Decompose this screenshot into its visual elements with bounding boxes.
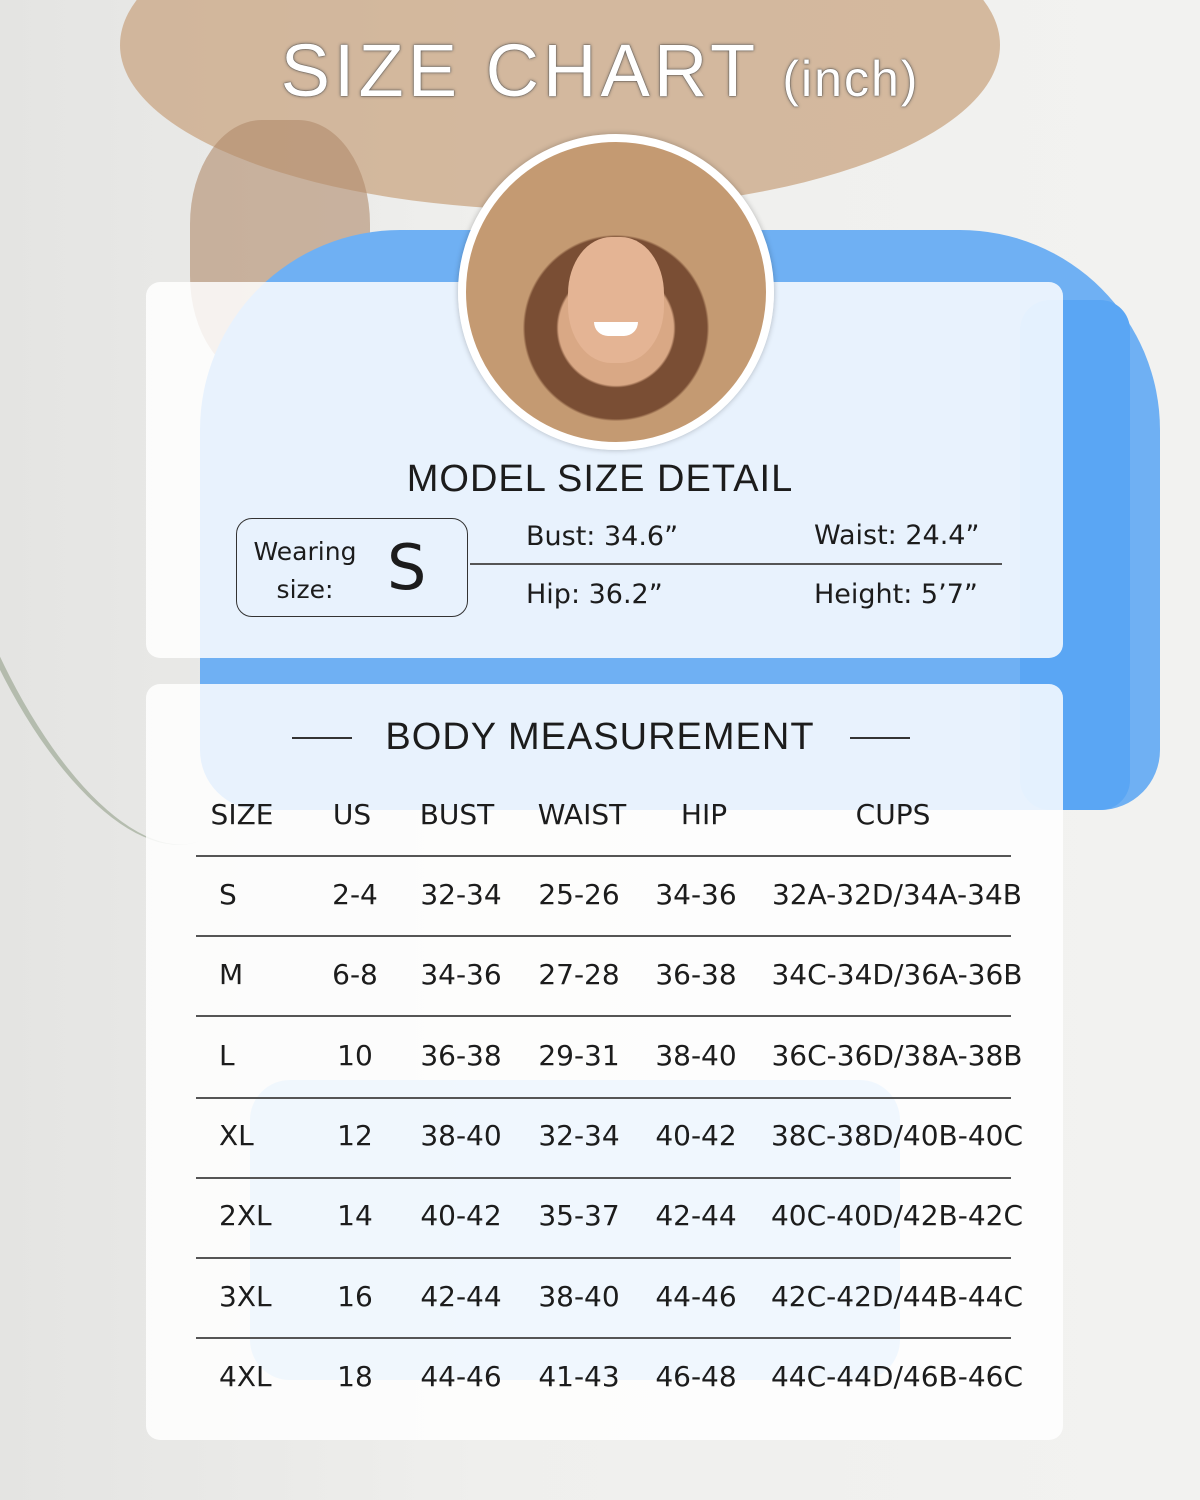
cell-us: 14 — [337, 1199, 373, 1233]
cell-hip: 34-36 — [655, 878, 737, 911]
row-divider — [196, 1097, 1011, 1099]
cell-waist: 25-26 — [538, 878, 620, 911]
cell-bust: 36-38 — [420, 1038, 502, 1072]
column-header-bust: BUST — [419, 798, 495, 831]
cell-hip: 44-46 — [655, 1279, 737, 1313]
cell-us: 12 — [337, 1118, 373, 1152]
cell-us: 16 — [337, 1279, 373, 1313]
cell-waist: 32-34 — [538, 1118, 620, 1152]
column-header-hip: HIP — [680, 798, 728, 831]
cell-size: XL — [219, 1118, 254, 1152]
cell-size: M — [219, 958, 244, 992]
row-divider — [196, 855, 1011, 857]
divider — [470, 563, 1002, 565]
column-header-waist: WAIST — [537, 798, 627, 831]
column-header-size: SIZE — [210, 798, 274, 831]
cell-us: 6-8 — [332, 958, 378, 992]
cell-size: L — [219, 1038, 235, 1072]
cell-cups: 44C-44D/46B-46C — [770, 1359, 1024, 1393]
cell-waist: 35-37 — [538, 1199, 620, 1233]
body-measurement-panel — [146, 684, 1063, 1440]
cell-bust: 32-34 — [420, 878, 502, 911]
row-divider — [196, 935, 1011, 937]
column-header-cups: CUPS — [855, 798, 931, 831]
cell-hip: 40-42 — [655, 1118, 737, 1152]
cell-size: 3XL — [219, 1279, 272, 1313]
heading-dash-right — [850, 737, 910, 739]
cell-us: 2-4 — [332, 878, 378, 911]
cell-bust: 40-42 — [420, 1199, 502, 1233]
cell-hip: 38-40 — [655, 1038, 737, 1072]
cell-waist: 41-43 — [538, 1359, 620, 1393]
model-hip: Hip: 36.2” — [526, 579, 663, 610]
cell-cups: 38C-38D/40B-40C — [770, 1118, 1024, 1152]
smile-illustration — [594, 322, 638, 336]
body-measurement-heading: BODY MEASUREMENT — [385, 716, 815, 758]
cell-cups: 34C-34D/36A-36B — [771, 958, 1023, 992]
cell-cups: 32A-32D/34A-34B — [771, 878, 1023, 911]
wearing-size-box: Wearing size: S — [236, 518, 468, 617]
row-divider — [196, 1177, 1011, 1179]
model-avatar — [458, 134, 774, 450]
cell-hip: 36-38 — [655, 958, 737, 992]
row-divider — [196, 1257, 1011, 1259]
wearing-size-value: S — [387, 531, 427, 604]
cell-cups: 42C-42D/44B-44C — [770, 1279, 1024, 1313]
cell-size: 2XL — [219, 1199, 272, 1233]
cell-bust: 38-40 — [420, 1118, 502, 1152]
title-unit: (inch) — [782, 51, 920, 107]
cell-us: 10 — [337, 1038, 373, 1072]
cell-cups: 36C-36D/38A-38B — [771, 1038, 1023, 1072]
cell-bust: 44-46 — [420, 1359, 502, 1393]
page-title: SIZE CHART (inch) — [0, 28, 1200, 113]
cell-hip: 42-44 — [655, 1199, 737, 1233]
wearing-size-label: Wearing size: — [253, 537, 357, 604]
model-waist: Waist: 24.4” — [814, 520, 980, 551]
title-main: SIZE CHART — [280, 29, 758, 112]
cell-hip: 46-48 — [655, 1359, 737, 1393]
column-header-us: US — [332, 798, 372, 831]
cell-waist: 29-31 — [538, 1038, 620, 1072]
cell-cups: 40C-40D/42B-42C — [770, 1199, 1024, 1233]
cell-bust: 42-44 — [420, 1279, 502, 1313]
heading-dash-left — [292, 737, 352, 739]
row-divider — [196, 1015, 1011, 1017]
cell-waist: 38-40 — [538, 1279, 620, 1313]
cell-size: S — [219, 878, 237, 911]
model-size-heading: MODEL SIZE DETAIL — [406, 458, 794, 500]
cell-us: 18 — [337, 1359, 373, 1393]
face-illustration — [568, 237, 664, 363]
row-divider — [196, 1337, 1011, 1339]
cell-size: 4XL — [219, 1359, 272, 1393]
model-height: Height: 5’7” — [814, 579, 978, 610]
model-bust: Bust: 34.6” — [526, 521, 679, 552]
cell-bust: 34-36 — [420, 958, 502, 992]
cell-waist: 27-28 — [538, 958, 620, 992]
